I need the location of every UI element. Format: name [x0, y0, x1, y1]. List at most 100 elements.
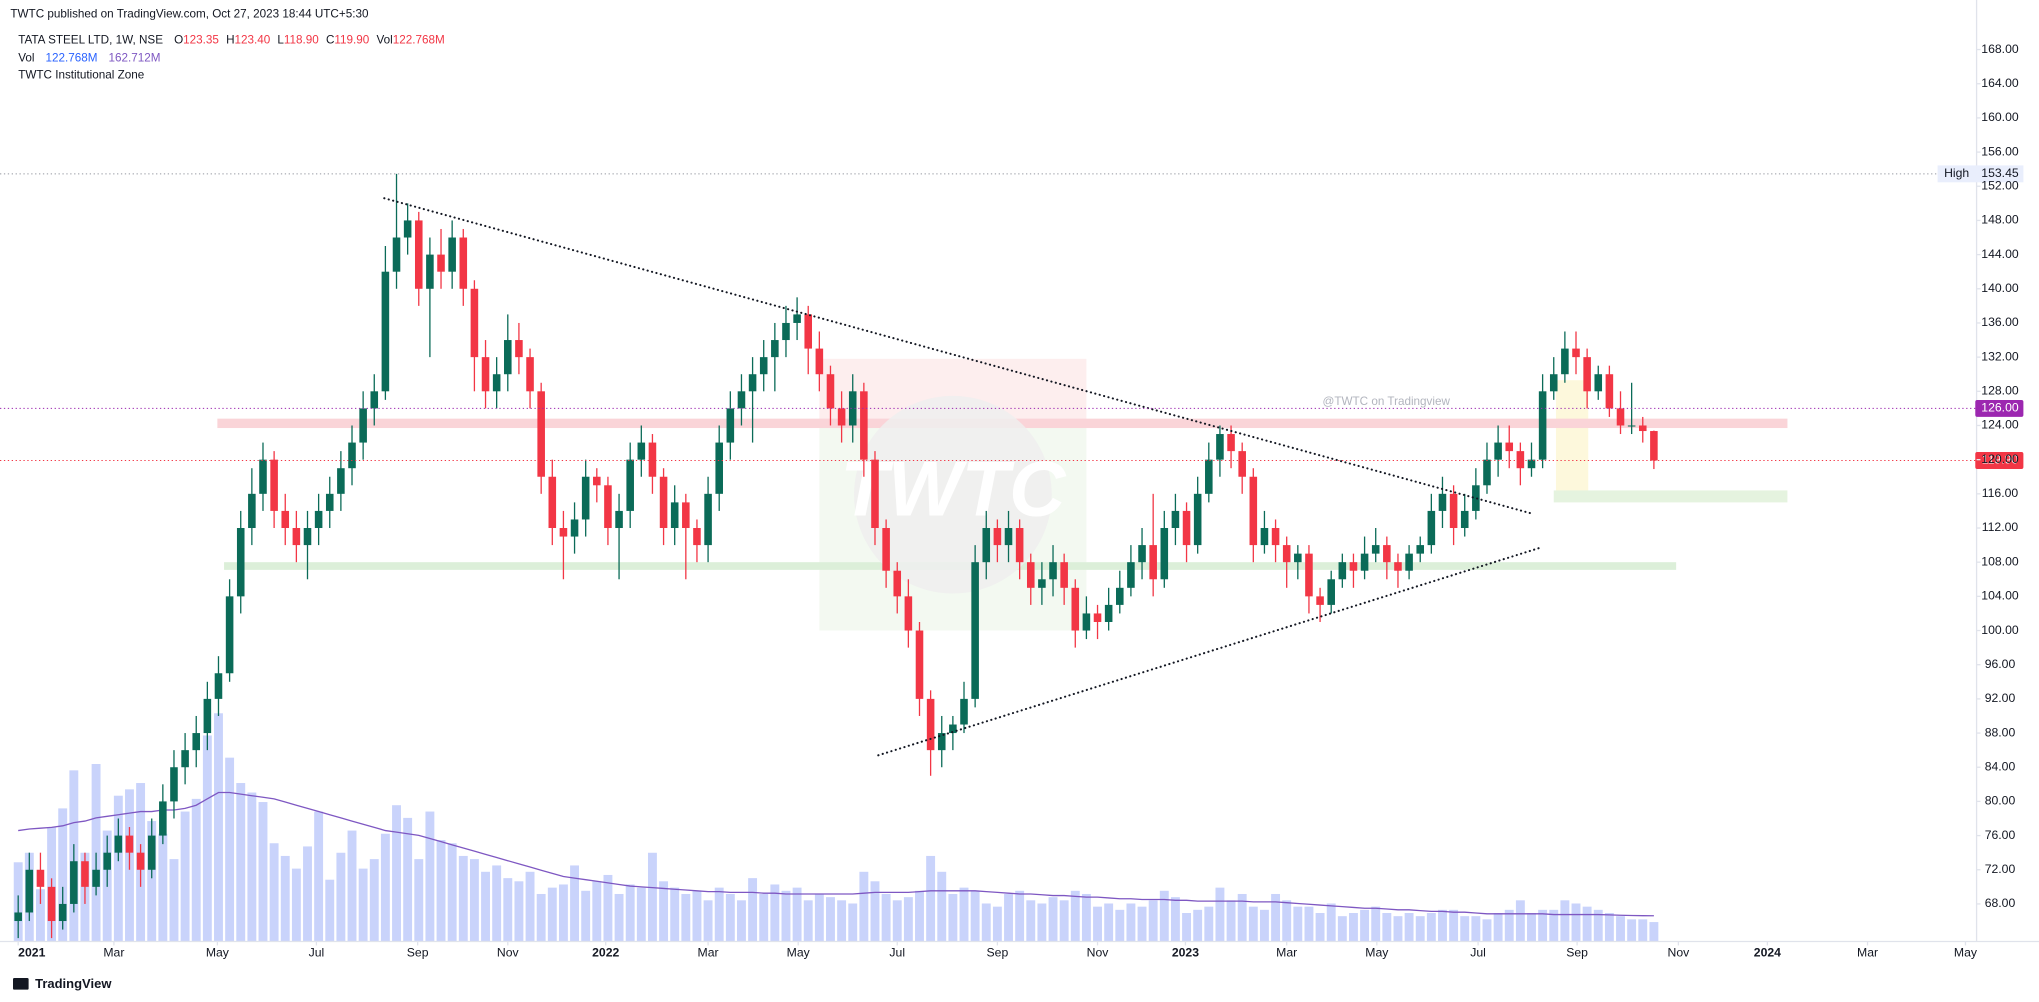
candle-body — [604, 485, 612, 529]
candle-body — [1338, 562, 1347, 580]
volume-bar — [1638, 919, 1648, 942]
candle-body — [1394, 562, 1402, 571]
x-tick-label: May — [1954, 945, 1978, 959]
candle-body — [548, 476, 557, 529]
candle-body — [448, 237, 456, 272]
candle-body — [815, 348, 824, 375]
candle-body — [1305, 553, 1313, 597]
candle-body — [559, 528, 568, 537]
candle-body — [236, 528, 245, 597]
candle-body — [426, 254, 434, 289]
volume-bar — [1549, 909, 1559, 942]
high-value: 123.40 — [235, 33, 271, 46]
volume-bar — [280, 855, 290, 942]
volume-bar — [1593, 909, 1603, 942]
y-tick-label: 132.00 — [1981, 349, 2019, 363]
candle-body — [1327, 579, 1335, 605]
y-tick-label: 148.00 — [1981, 213, 2019, 227]
volume-bar — [826, 897, 835, 942]
candle-body — [170, 767, 178, 802]
candle-body — [971, 562, 979, 699]
y-tick-label: 160.00 — [1981, 110, 2019, 124]
volume-bar — [681, 893, 691, 942]
volume-bar — [1037, 903, 1047, 942]
candle-body — [1038, 579, 1046, 588]
volume-bar — [447, 843, 457, 942]
candle-body — [1583, 357, 1591, 392]
y-tick-label: 104.00 — [1981, 589, 2019, 603]
volume-bar — [503, 878, 513, 942]
volume-bar — [1471, 916, 1481, 942]
candle-body — [1572, 348, 1580, 358]
candle-body — [70, 861, 78, 904]
volume-bar — [603, 874, 613, 942]
candle-body — [114, 835, 123, 853]
candle-body — [1227, 434, 1235, 452]
low-value: 118.90 — [284, 33, 319, 46]
price-line-label: 153.45 — [1981, 166, 2019, 180]
candle-body — [270, 459, 278, 511]
y-tick-label: 88.00 — [1985, 725, 2016, 739]
y-tick-label: 136.00 — [1981, 315, 2019, 329]
candle-body — [782, 322, 790, 341]
candle-body — [214, 673, 223, 699]
volume-bar — [492, 865, 502, 942]
volume-bar — [1604, 912, 1614, 942]
candle-body — [670, 502, 679, 529]
volume-bar — [369, 859, 379, 942]
candle-body — [1193, 493, 1202, 546]
volume-bar — [1159, 890, 1169, 942]
x-tick-label: May — [1365, 945, 1389, 959]
candle-body — [693, 528, 701, 546]
close-value: 119.90 — [334, 33, 369, 46]
volume-bar — [1182, 912, 1192, 942]
brand-logo — [13, 977, 29, 990]
candle-body — [248, 493, 256, 529]
volume-bar — [959, 887, 969, 942]
candle-body — [25, 869, 34, 913]
candle-body — [882, 528, 890, 571]
candle-body — [147, 835, 156, 870]
volume-bar — [481, 871, 490, 942]
volume-bar — [737, 900, 746, 942]
volume-bar — [1616, 916, 1625, 942]
volume-bar — [425, 811, 435, 942]
x-tick-label: Sep — [407, 945, 429, 959]
volume-bar — [1627, 919, 1637, 942]
candle-body — [192, 733, 201, 751]
candle-body — [937, 733, 946, 751]
candle-body — [1149, 545, 1157, 580]
volume-bar — [581, 890, 591, 942]
candle-body — [960, 698, 968, 725]
candle-body — [748, 374, 757, 392]
volume-bar — [781, 890, 791, 942]
volume-bar — [1059, 900, 1069, 942]
volume-bar — [803, 900, 813, 942]
volume-bar — [748, 878, 758, 942]
brand-text: TradingView — [35, 976, 112, 991]
volume-bar — [915, 890, 924, 942]
zone — [1553, 490, 1788, 503]
y-tick-label: 140.00 — [1981, 281, 2019, 295]
candle-body — [1182, 510, 1191, 546]
volume-bar — [403, 817, 413, 942]
candle-body — [570, 519, 579, 537]
volume-bar — [848, 903, 858, 942]
volume-bar — [225, 757, 235, 942]
candle-body — [470, 288, 479, 358]
volume-bar — [1081, 893, 1091, 942]
volume-bar — [1093, 906, 1102, 942]
volume-bar — [236, 783, 246, 942]
x-tick-label: 2024 — [1754, 945, 1781, 959]
volume-bar — [870, 881, 880, 942]
volume-bar — [1515, 900, 1525, 942]
candle-body — [1216, 434, 1224, 460]
volume-bar — [558, 884, 568, 942]
candle-body — [159, 801, 167, 836]
volume-bar — [770, 884, 780, 942]
volume-bar — [1404, 912, 1414, 942]
volume-bar — [859, 871, 869, 942]
candle-body — [737, 391, 746, 409]
volume-bar — [892, 900, 902, 942]
volume-bar — [336, 852, 346, 942]
